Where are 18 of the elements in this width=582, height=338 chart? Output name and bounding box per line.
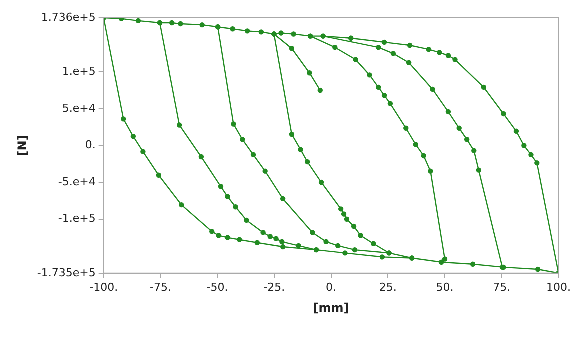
x-tick-label: -75. — [150, 280, 172, 294]
x-tick-label: 0. — [326, 280, 337, 294]
x-tick-label: 75. — [493, 280, 511, 294]
x-axis-title: [mm] — [313, 300, 350, 315]
y-tick-label: 1.e+5 — [62, 65, 96, 78]
y-tick-label: 1.736e+5 — [41, 10, 96, 24]
x-tick-label: 100. — [546, 280, 572, 294]
y-tick-label: 5.e+4 — [62, 102, 96, 115]
y-tick-label: -1.e+5 — [58, 212, 96, 226]
y-tick-label: -1.735e+5 — [37, 266, 96, 280]
y-tick-label: -5.e+4 — [58, 175, 96, 188]
x-tick-label: -50. — [206, 280, 228, 294]
x-tick-label: 50. — [436, 280, 454, 294]
y-tick-label: 0. — [85, 138, 96, 152]
y-axis-title: [N] — [15, 135, 30, 156]
x-tick-label: 25. — [379, 280, 397, 294]
x-tick-label: -25. — [264, 280, 286, 294]
x-tick-label: -100. — [90, 280, 118, 294]
